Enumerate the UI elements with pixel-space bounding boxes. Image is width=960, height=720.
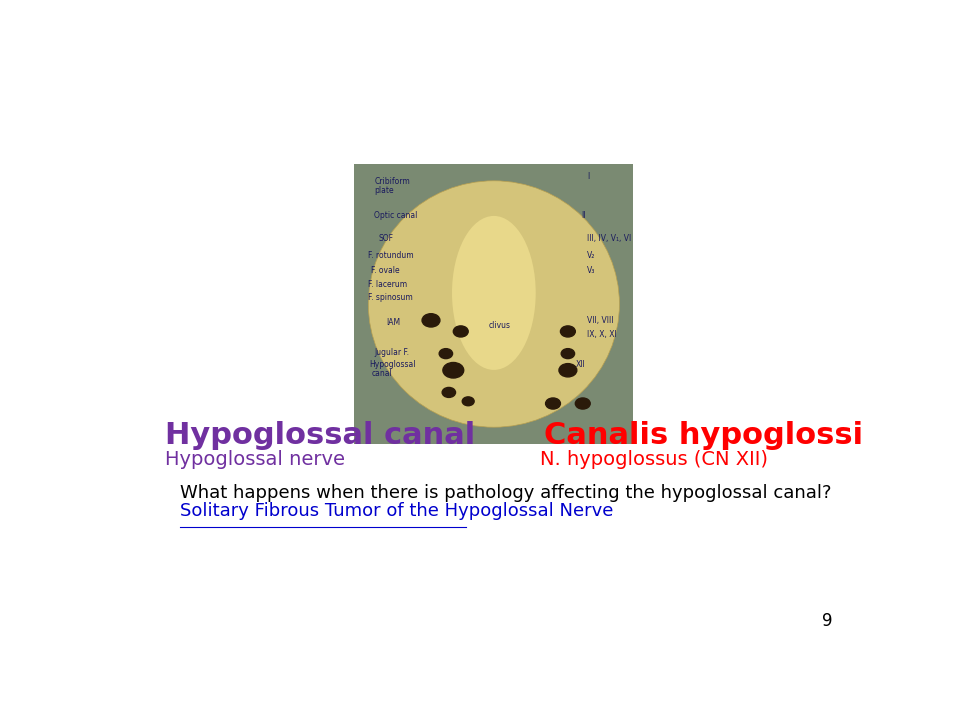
Text: Hypoglossal canal: Hypoglossal canal bbox=[165, 420, 475, 449]
Text: canal: canal bbox=[372, 369, 393, 378]
Text: Jugular F.: Jugular F. bbox=[374, 348, 410, 357]
Text: What happens when there is pathology affecting the hypoglossal canal?: What happens when there is pathology aff… bbox=[180, 484, 831, 503]
Circle shape bbox=[545, 398, 561, 409]
Text: IAM: IAM bbox=[386, 318, 400, 326]
Text: F. spinosum: F. spinosum bbox=[368, 292, 413, 302]
Text: F. ovale: F. ovale bbox=[372, 266, 400, 275]
Text: Solitary Fibrous Tumor of the Hypoglossal Nerve: Solitary Fibrous Tumor of the Hypoglossa… bbox=[180, 502, 612, 520]
Bar bbox=[354, 164, 634, 444]
Text: V₂: V₂ bbox=[588, 251, 595, 260]
Text: IX, X, XI: IX, X, XI bbox=[588, 330, 617, 339]
Ellipse shape bbox=[369, 181, 619, 427]
Text: Cribiform: Cribiform bbox=[374, 177, 410, 186]
Text: II: II bbox=[581, 210, 586, 220]
Text: SOF: SOF bbox=[379, 234, 394, 243]
Text: F. rotundum: F. rotundum bbox=[368, 251, 414, 260]
Text: III, IV, V₁, VI: III, IV, V₁, VI bbox=[588, 234, 632, 243]
Circle shape bbox=[443, 362, 464, 378]
Text: Hypoglossal: Hypoglossal bbox=[370, 360, 416, 369]
Text: VII, VIII: VII, VIII bbox=[588, 316, 613, 325]
Text: F. lacerum: F. lacerum bbox=[368, 280, 407, 289]
Circle shape bbox=[575, 398, 590, 409]
Circle shape bbox=[453, 326, 468, 337]
Circle shape bbox=[463, 397, 474, 406]
Circle shape bbox=[422, 314, 440, 327]
Text: 9: 9 bbox=[822, 612, 832, 630]
Text: Hypoglossal nerve: Hypoglossal nerve bbox=[165, 450, 345, 469]
Ellipse shape bbox=[452, 216, 536, 370]
Circle shape bbox=[443, 387, 456, 397]
Circle shape bbox=[561, 326, 575, 337]
Circle shape bbox=[562, 348, 575, 359]
Text: clivus: clivus bbox=[489, 321, 511, 330]
Text: I: I bbox=[588, 171, 589, 181]
Circle shape bbox=[559, 364, 577, 377]
Circle shape bbox=[439, 348, 452, 359]
Text: plate: plate bbox=[374, 186, 394, 195]
Text: Canalis hypoglossi: Canalis hypoglossi bbox=[544, 420, 863, 449]
Text: V₃: V₃ bbox=[588, 266, 595, 275]
Text: Optic canal: Optic canal bbox=[374, 210, 418, 220]
Text: XII: XII bbox=[575, 360, 585, 369]
Text: N. hypoglossus (CN XII): N. hypoglossus (CN XII) bbox=[540, 450, 768, 469]
